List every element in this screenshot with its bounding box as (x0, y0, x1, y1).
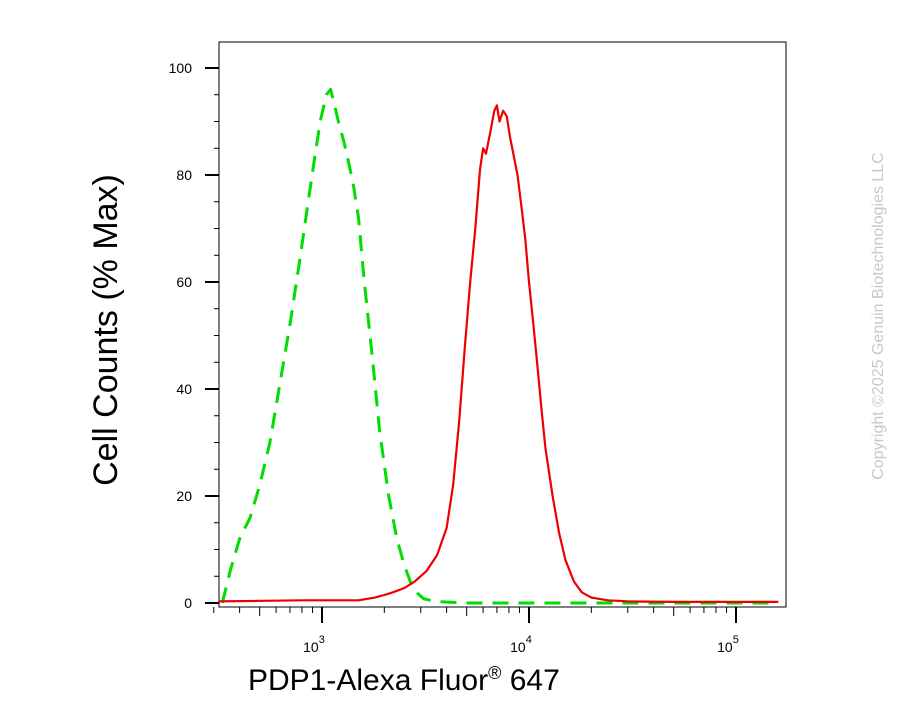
y-axis-label: Cell Counts (% Max) (87, 174, 125, 486)
series-line-control (220, 87, 779, 605)
y-tick-label: 60 (176, 274, 192, 290)
x-tick-label: 105 (717, 634, 739, 655)
x-tick-label: 103 (303, 634, 325, 655)
y-tick-label: 80 (176, 167, 192, 183)
copyright-watermark: Copyright ©2025 Genuin Biotechnologies L… (870, 152, 887, 480)
x-tick-exponent: 4 (526, 634, 532, 646)
y-tick-label: 0 (184, 595, 192, 611)
x-tick-base: 10 (510, 639, 526, 655)
series-line-sample (218, 104, 779, 603)
y-tick-label: 40 (176, 381, 192, 397)
x-tick-base: 10 (303, 639, 319, 655)
x-axis-ticks: 103 104 105 (213, 607, 739, 655)
plot-frame (218, 41, 787, 608)
y-tick-label: 100 (169, 60, 193, 76)
x-tick-exponent: 5 (733, 634, 739, 646)
x-axis-label-main: PDP1-Alexa Fluor (248, 664, 488, 697)
y-axis-ticks: 0 20 40 60 80 100 (169, 60, 219, 611)
x-axis-label: PDP1-Alexa Fluor® 647 (248, 663, 560, 697)
x-tick-exponent: 3 (319, 634, 325, 646)
y-tick-label: 20 (176, 488, 192, 504)
x-tick-label: 104 (510, 634, 532, 655)
x-axis-label-tail: 647 (501, 664, 559, 697)
series-layer (218, 87, 779, 605)
x-axis-label-registered-mark: ® (488, 663, 501, 683)
x-tick-base: 10 (717, 639, 733, 655)
